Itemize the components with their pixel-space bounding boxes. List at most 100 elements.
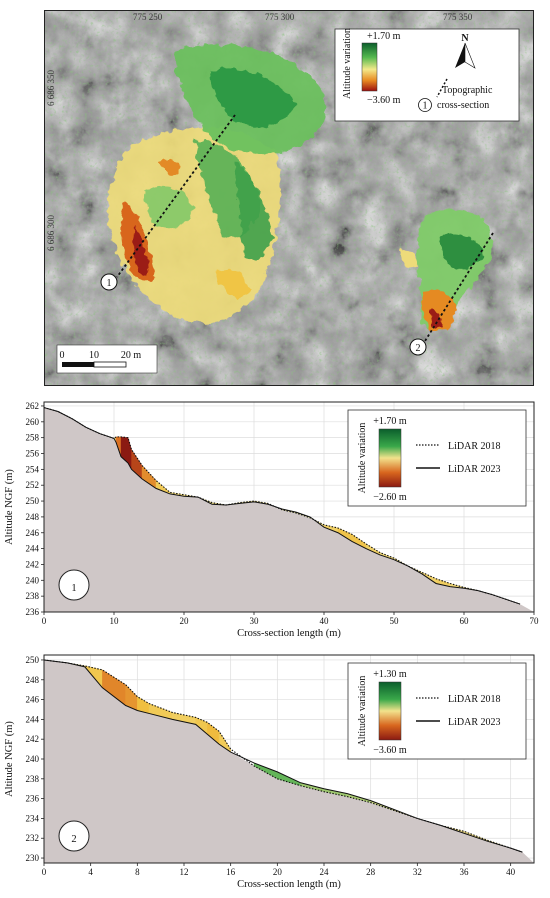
profile-2-y-tick-label: 242 [26, 734, 40, 744]
legend-section-line [436, 78, 448, 98]
profile-2-legend-colorbar [378, 681, 402, 741]
profile-2-line-lidar-2023 [43, 659, 523, 853]
profile-1-y-tick-label: 240 [26, 575, 40, 585]
profile-1-legend-box [347, 409, 527, 507]
profile-1-y-tick-label: 252 [26, 480, 40, 490]
profile-1-x-tick-label: 30 [250, 616, 260, 626]
grid-label-top-1: 775 250 [133, 12, 163, 22]
profile-1-legend-colorbar [378, 428, 402, 488]
map-legend: +1.70 m −3.60 m Altitude variation N 1 T… [334, 28, 520, 122]
profile-2-legend-label-2018: LiDAR 2018 [448, 694, 501, 705]
profile-2-y-tick-label: 230 [26, 853, 40, 863]
profile-1-y-tick-label: 244 [26, 544, 40, 554]
profile-2-legend-label-2023: LiDAR 2023 [448, 717, 501, 728]
map-legend-title: Altitude variation [342, 28, 353, 99]
profile-2-x-tick-label: 36 [460, 867, 470, 877]
profile-2-panel-label: 2 [71, 834, 76, 845]
elevation-change-map: 1 2 775 250 775 300 775 350 6 686 350 6 … [44, 10, 534, 386]
scale-bar: 0 10 20 m [56, 344, 158, 374]
profile-2-x-tick-label: 20 [273, 867, 283, 877]
profile-2-panel-circle [58, 820, 90, 852]
cross-section-1-trace [116, 114, 236, 278]
scale-label-10: 10 [89, 350, 99, 361]
legend-section-line1: Topographic [442, 85, 493, 96]
profile-1-y-axis-label: Altitude NGF (m) [4, 469, 15, 545]
profile-1-line-lidar-2023 [43, 407, 521, 605]
profile-1-legend-max: +1.70 m [373, 416, 407, 427]
profile-2-x-tick-label: 28 [366, 867, 376, 877]
section-marker-1 [100, 273, 118, 291]
grid-label-left-2: 6 686 300 [46, 215, 56, 252]
profile-2-x-tick-label: 4 [88, 867, 93, 877]
profile-1-x-axis-label: Cross-section length (m) [237, 628, 341, 639]
profile-1-x-tick-label: 20 [180, 616, 190, 626]
profile-1-x-tick-label: 10 [110, 616, 120, 626]
profile-2-legend-title: Altitude variation [357, 676, 368, 747]
profile-1-x-tick-label: 50 [390, 616, 400, 626]
landslide-1-change-area [107, 44, 326, 323]
profile-2-y-tick-label: 232 [26, 833, 40, 843]
profile-1-chart: 0 10 20 30 40 50 60 70 236 238 240 242 244 246 248 250 2… [0, 392, 550, 642]
grid-label-top-3: 775 350 [443, 12, 473, 22]
profile-1-y-tick-label: 242 [26, 559, 40, 569]
profile-1-line-lidar-2018 [43, 407, 521, 605]
profile-2-chart: 0 4 8 12 16 20 24 28 32 36 40 230 232 234 236 238 240 242… [0, 645, 550, 893]
profile-2-y-tick-label: 238 [26, 774, 40, 784]
profile-1-frame [43, 401, 535, 613]
profile-1-x-tick-label: 0 [42, 616, 47, 626]
profile-1-x-tick-label: 40 [320, 616, 330, 626]
profile-2-svg: 0 4 8 12 16 20 24 28 32 36 40 230 232 234 236 238 240 242… [4, 654, 535, 890]
profile-1-svg: 0 10 20 30 40 50 60 70 236 238 240 242 244 246 248 250 2… [4, 401, 539, 639]
profile-2-x-tick-label: 40 [506, 867, 516, 877]
profile-2-y-tick-label: 234 [26, 813, 40, 823]
profile-1-y-tick-label: 256 [26, 449, 40, 459]
profile-1-y-tick-label: 250 [26, 496, 40, 506]
map-legend-min: −3.60 m [367, 95, 401, 106]
grid-label-left-1: 6 686 350 [46, 70, 56, 107]
profile-1-y-tick-label: 254 [26, 464, 40, 474]
profile-1-y-tick-label: 260 [26, 417, 40, 427]
profile-2-y-axis-label: Altitude NGF (m) [4, 721, 15, 797]
scale-bar-segment-light [93, 361, 127, 368]
profile-2-y-tick-label: 246 [26, 695, 40, 705]
profile-1-y-tick-label: 238 [26, 591, 40, 601]
profile-2-x-axis-label: Cross-section length (m) [237, 879, 341, 890]
section-marker-1-label: 1 [107, 278, 112, 289]
profile-1-terrain-fill [44, 407, 534, 612]
profile-1-y-tick-label: 258 [26, 433, 40, 443]
profile-2-x-tick-label: 32 [413, 867, 422, 877]
scale-bar-box [56, 344, 158, 374]
profile-1-y-tick-label: 248 [26, 512, 40, 522]
profile-1-y-tick-label: 262 [26, 401, 40, 411]
profile-1-x-tick-label: 60 [460, 616, 470, 626]
profile-1-y-tick-label: 246 [26, 528, 40, 538]
profile-2-x-tick-label: 12 [180, 867, 189, 877]
profile-1-y-tick-label: 236 [26, 607, 40, 617]
cross-section-2-trace [424, 232, 494, 342]
section-marker-2-label: 2 [416, 343, 421, 354]
profile-2-y-tick-label: 236 [26, 794, 40, 804]
legend-section-marker [418, 98, 432, 112]
north-letter: N [461, 33, 469, 44]
profile-2-y-tick-label: 250 [26, 655, 40, 665]
profile-2-legend-min: −3.60 m [373, 745, 407, 756]
profile-2-x-tick-label: 16 [226, 867, 236, 877]
landslide-2-change-area [400, 209, 492, 332]
map-legend-colorbar [361, 42, 378, 92]
profile-1-legend-label-2023: LiDAR 2023 [448, 464, 501, 475]
profile-1-legend-min: −2.60 m [373, 492, 407, 503]
grid-label-top-2: 775 300 [265, 12, 295, 22]
profile-1-panel-circle [58, 569, 90, 601]
section-marker-2 [409, 338, 427, 356]
profile-2-y-tick-label: 248 [26, 675, 40, 685]
profile-1-legend-title: Altitude variation [357, 423, 368, 494]
profile-2-line-lidar-2018 [43, 659, 523, 853]
profile-2-legend-max: +1.30 m [373, 669, 407, 680]
profile-2-legend-box [347, 662, 527, 760]
profile-2-x-tick-label: 8 [135, 867, 140, 877]
profile-1-panel-label: 1 [71, 583, 76, 594]
profile-2-x-tick-label: 0 [42, 867, 47, 877]
map-svg: 1 2 775 250 775 300 775 350 6 686 350 6 … [45, 11, 533, 385]
north-arrow-icon: N [455, 33, 476, 69]
profile-2-terrain-fill [44, 659, 534, 863]
